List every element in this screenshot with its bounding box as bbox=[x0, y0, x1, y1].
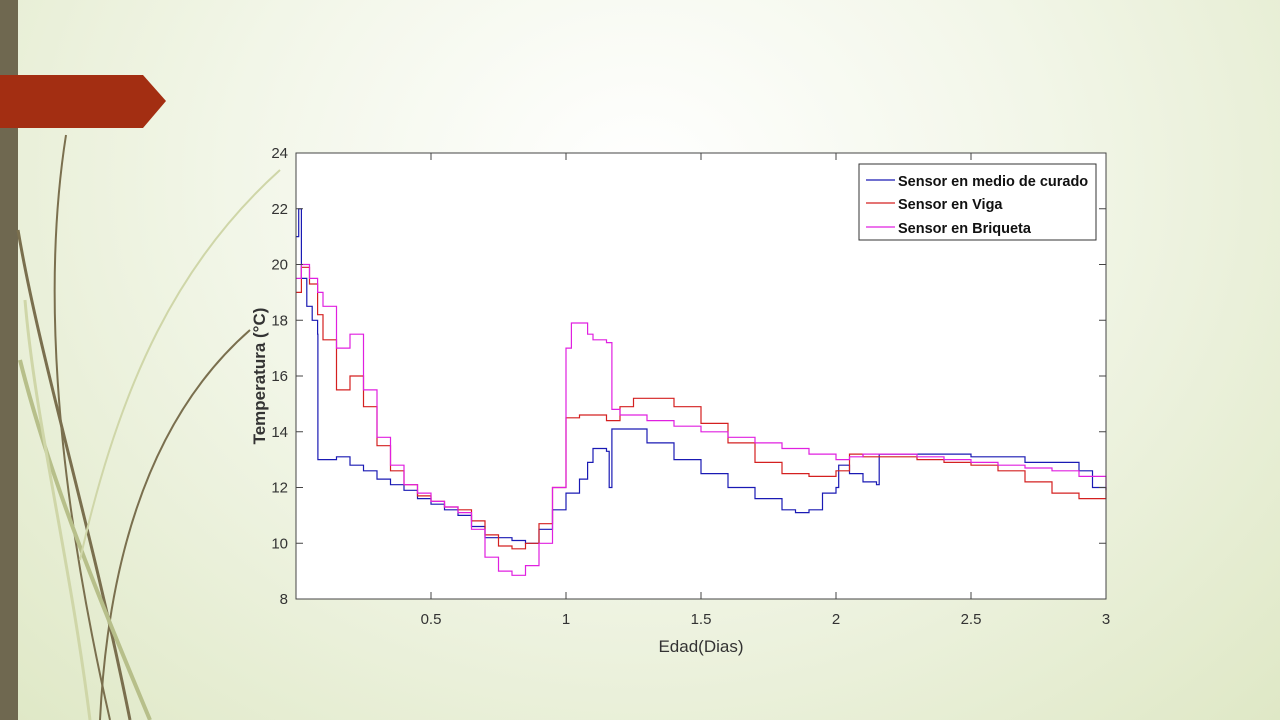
y-tick-label: 22 bbox=[271, 201, 288, 218]
x-tick-label: 1 bbox=[562, 611, 570, 628]
x-axis-ticks: 0.5 1 1.5 2 2.5 3 bbox=[421, 153, 1110, 628]
y-tick-label: 20 bbox=[271, 257, 288, 274]
legend: Sensor en medio de curado Sensor en Viga… bbox=[858, 163, 1097, 241]
y-axis-ticks: 8 10 12 14 16 18 20 22 24 bbox=[271, 145, 1106, 608]
series-line-0 bbox=[296, 208, 1107, 544]
title-tab-arrow bbox=[0, 75, 166, 128]
y-axis-label: Temperatura (°C) bbox=[250, 308, 269, 445]
x-tick-label: 2 bbox=[832, 611, 840, 628]
y-tick-label: 18 bbox=[271, 312, 288, 329]
x-axis-label: Edad(Dias) bbox=[658, 637, 743, 656]
x-tick-label: 1.5 bbox=[691, 611, 712, 628]
series-line-2 bbox=[296, 263, 1107, 576]
x-tick-label: 0.5 bbox=[421, 611, 442, 628]
legend-label-briqueta: Sensor en Briqueta bbox=[898, 221, 1032, 237]
y-tick-label: 16 bbox=[271, 368, 288, 385]
y-tick-label: 24 bbox=[271, 145, 288, 162]
y-tick-label: 10 bbox=[271, 535, 288, 552]
x-tick-label: 3 bbox=[1102, 611, 1110, 628]
decorative-swirls bbox=[16, 134, 281, 720]
y-tick-label: 12 bbox=[271, 480, 288, 497]
legend-label-medio: Sensor en medio de curado bbox=[898, 174, 1088, 190]
legend-box bbox=[858, 163, 1097, 241]
x-tick-label: 2.5 bbox=[961, 611, 982, 628]
y-tick-label: 8 bbox=[280, 591, 288, 608]
plot-lines bbox=[296, 208, 1107, 576]
legend-label-viga: Sensor en Viga bbox=[898, 197, 1003, 213]
y-tick-label: 14 bbox=[271, 424, 288, 441]
slide-side-bar bbox=[0, 0, 18, 720]
